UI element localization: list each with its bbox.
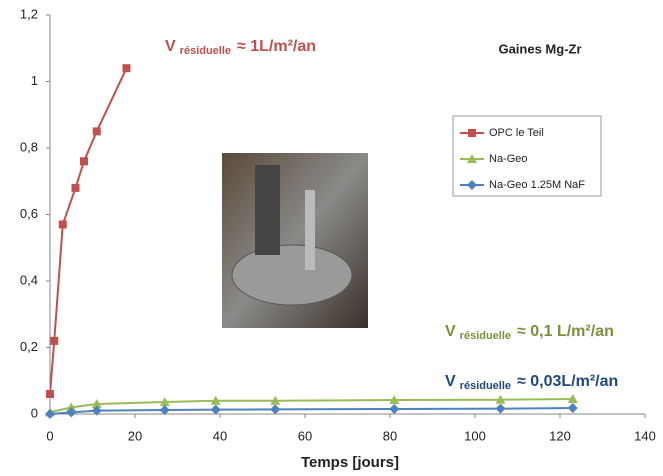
marker [270, 404, 281, 415]
marker [467, 180, 477, 190]
x-tick-label: 100 [464, 428, 486, 443]
annotation-v: V [165, 38, 176, 55]
marker [122, 64, 131, 73]
annotation-sub: résiduelle [460, 330, 511, 342]
chart-title: Gaines Mg-Zr [498, 41, 581, 56]
marker [495, 394, 506, 404]
marker [91, 405, 102, 416]
y-tick-label: 0,2 [20, 339, 38, 354]
x-tick-label: 20 [128, 428, 142, 443]
y-tick-label: 0,8 [20, 139, 38, 154]
x-tick-label: 40 [213, 428, 227, 443]
annotation-sub: résiduelle [460, 380, 511, 392]
x-tick-label: 140 [634, 428, 656, 443]
marker [80, 157, 88, 166]
annotation-v: V [445, 373, 456, 390]
marker [389, 404, 400, 415]
y-tick-label: 0,6 [20, 206, 38, 221]
annotation-text: ≈ 1L/m²/an [237, 38, 316, 55]
marker [567, 394, 578, 404]
annotation-sub: résiduelle [180, 45, 231, 57]
x-axis-label: Temps [jours] [301, 454, 399, 471]
marker [389, 395, 400, 405]
marker [91, 399, 102, 409]
photo [222, 153, 368, 328]
x-tick-label: 80 [383, 428, 397, 443]
y-tick-label: 0 [31, 405, 38, 420]
y-tick-label: 1 [31, 73, 38, 88]
marker [210, 404, 221, 415]
legend-label: Na-Geo 1.25M NaF [489, 179, 585, 191]
legend-label: OPC le Teil [489, 127, 544, 139]
marker [50, 336, 59, 345]
x-tick-label: 120 [549, 428, 571, 443]
marker [66, 407, 77, 418]
annotation-text: ≈ 0,1 L/m²/an [517, 323, 614, 340]
marker [495, 403, 506, 414]
marker [71, 183, 80, 192]
annotation-v: V [445, 323, 456, 340]
series-line [50, 67, 128, 395]
marker [270, 395, 281, 405]
marker [66, 402, 77, 412]
y-tick-label: 1,2 [20, 6, 38, 21]
x-tick-label: 0 [46, 428, 53, 443]
series-line [50, 407, 573, 415]
marker [46, 390, 54, 399]
marker [567, 403, 578, 414]
annotation-text: ≈ 0,03L/m²/an [517, 373, 618, 390]
legend [452, 115, 602, 197]
marker [467, 154, 477, 163]
marker [210, 395, 221, 405]
legend-label: Na-Geo [489, 153, 528, 165]
marker [159, 405, 170, 416]
marker [159, 397, 170, 407]
y-tick-label: 0,4 [20, 272, 38, 287]
marker [468, 129, 476, 137]
x-tick-label: 60 [298, 428, 312, 443]
marker [45, 409, 55, 419]
marker [92, 127, 101, 136]
marker [58, 220, 67, 229]
